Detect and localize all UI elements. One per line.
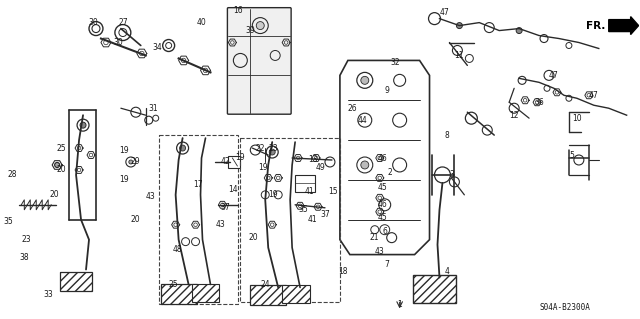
Text: 5: 5 [569, 151, 574, 160]
Text: 49: 49 [316, 163, 326, 173]
Bar [250, 286, 286, 305]
Bar [282, 286, 310, 303]
Text: 39: 39 [245, 26, 255, 35]
Text: 44: 44 [358, 116, 367, 125]
Text: 36: 36 [534, 98, 544, 107]
Text: 45: 45 [378, 183, 387, 192]
Text: 19: 19 [119, 145, 129, 154]
Text: 21: 21 [370, 233, 380, 242]
Text: 10: 10 [572, 114, 582, 123]
FancyArrow shape [609, 17, 639, 34]
Text: 35: 35 [298, 205, 308, 214]
Text: 7: 7 [385, 260, 390, 269]
Text: 1: 1 [397, 300, 403, 309]
Text: 11: 11 [454, 51, 464, 60]
Text: 19: 19 [259, 163, 268, 173]
Text: 19: 19 [236, 152, 245, 161]
Bar [250, 286, 286, 305]
Bar [282, 286, 310, 303]
Circle shape [256, 22, 264, 30]
Text: 47: 47 [549, 71, 559, 80]
Text: 15: 15 [328, 187, 337, 197]
Text: 41: 41 [308, 215, 317, 224]
Text: 43: 43 [146, 192, 156, 201]
Text: 47: 47 [440, 8, 449, 17]
Text: 26: 26 [348, 104, 358, 113]
Bar [413, 276, 456, 303]
Text: 40: 40 [196, 18, 206, 27]
Text: 41: 41 [305, 187, 315, 197]
Text: 27: 27 [119, 18, 129, 27]
Text: 13: 13 [308, 155, 317, 165]
Text: 43: 43 [375, 247, 385, 256]
Circle shape [129, 160, 133, 164]
Text: 16: 16 [234, 6, 243, 15]
Bar [413, 276, 456, 303]
Text: 47: 47 [589, 91, 598, 100]
Text: 34: 34 [153, 43, 163, 52]
Text: 3: 3 [449, 170, 454, 179]
Text: 23: 23 [22, 235, 31, 244]
Text: 28: 28 [8, 170, 17, 179]
FancyBboxPatch shape [227, 8, 291, 114]
Text: 42: 42 [220, 158, 230, 167]
Text: 20: 20 [49, 190, 59, 199]
Text: 32: 32 [390, 58, 399, 67]
Circle shape [361, 76, 369, 84]
Text: 30: 30 [88, 18, 98, 27]
Text: 12: 12 [509, 111, 518, 120]
Text: 6: 6 [383, 227, 388, 236]
Text: 31: 31 [148, 104, 158, 113]
Text: 19: 19 [119, 175, 129, 184]
Text: 2: 2 [388, 168, 392, 177]
Text: 20: 20 [131, 215, 140, 224]
Circle shape [269, 149, 275, 155]
Text: 19: 19 [268, 190, 278, 199]
Text: 37: 37 [320, 210, 330, 219]
Circle shape [456, 23, 462, 29]
Text: 14: 14 [228, 185, 238, 194]
Polygon shape [295, 175, 315, 192]
Text: 46: 46 [378, 200, 387, 209]
Bar [191, 285, 220, 302]
Text: 20: 20 [56, 166, 66, 174]
Text: 37: 37 [220, 203, 230, 212]
Text: 17: 17 [193, 180, 203, 189]
Text: 43: 43 [216, 220, 225, 229]
Bar [60, 271, 92, 292]
Text: 8: 8 [444, 130, 449, 140]
Circle shape [361, 161, 369, 169]
Polygon shape [228, 156, 241, 168]
Text: 33: 33 [44, 290, 53, 299]
Bar [191, 285, 220, 302]
Text: 23: 23 [268, 144, 278, 152]
Text: 29: 29 [131, 158, 140, 167]
Circle shape [516, 27, 522, 33]
Circle shape [180, 145, 186, 151]
Text: 24: 24 [260, 280, 270, 289]
Text: FR.: FR. [586, 21, 605, 31]
Text: 30: 30 [114, 38, 124, 47]
Text: 48: 48 [173, 245, 182, 254]
Text: 4: 4 [444, 267, 449, 276]
Text: 38: 38 [19, 253, 29, 262]
Bar [161, 285, 196, 304]
Text: 9: 9 [385, 86, 390, 95]
Bar [60, 271, 92, 292]
Text: 25: 25 [56, 144, 66, 152]
Text: 35: 35 [4, 217, 13, 226]
Circle shape [80, 122, 86, 128]
Text: 18: 18 [338, 267, 348, 276]
Bar [241, 138, 340, 302]
Text: 25: 25 [169, 280, 179, 289]
Text: 22: 22 [255, 144, 265, 152]
Text: S04A-B2300A: S04A-B2300A [539, 303, 590, 312]
Text: 20: 20 [248, 233, 258, 242]
Circle shape [54, 162, 60, 167]
Text: 46: 46 [378, 153, 387, 162]
Text: 45: 45 [378, 213, 387, 222]
Bar [159, 135, 238, 304]
Bar [161, 285, 196, 304]
